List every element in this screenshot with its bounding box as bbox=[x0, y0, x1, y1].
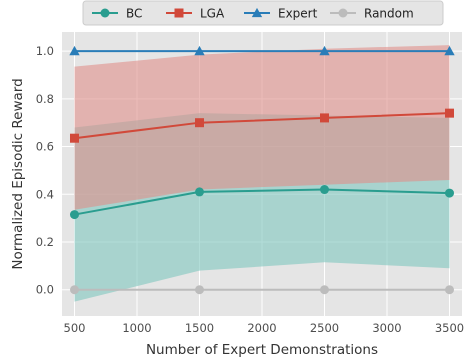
bc-point-0 bbox=[70, 210, 79, 220]
lga-point-2 bbox=[320, 113, 329, 123]
lga-point-0 bbox=[70, 133, 79, 143]
bc-line bbox=[74, 188, 450, 216]
legend: BC LGA Expert Random bbox=[82, 0, 444, 26]
confidence-bands bbox=[74, 45, 450, 302]
x-tick-label-5: 3000 bbox=[372, 321, 401, 335]
x-tick-label-1: 1000 bbox=[122, 321, 151, 335]
x-tick-label-4: 2500 bbox=[310, 321, 339, 335]
x-axis-label: Number of Expert Demonstrations bbox=[146, 342, 378, 358]
random-point-1 bbox=[195, 285, 204, 295]
y-tick-label-4: 0.8 bbox=[36, 92, 54, 106]
x-tick-label-6: 3500 bbox=[435, 321, 464, 335]
legend-bc-label: BC bbox=[126, 7, 142, 21]
expert-point-0 bbox=[69, 45, 80, 56]
series-lines bbox=[74, 50, 450, 291]
expert-point-3 bbox=[444, 45, 455, 56]
bc-point-2 bbox=[320, 185, 329, 195]
legend-random-label: Random bbox=[364, 7, 414, 21]
x-axis-ticks: 500 1000 1500 2000 2500 3000 3500 bbox=[64, 321, 465, 335]
y-tick-label-1: 0.2 bbox=[36, 235, 54, 249]
series-markers bbox=[69, 45, 455, 295]
x-tick-label-2: 1500 bbox=[185, 321, 214, 335]
y-tick-label-3: 0.6 bbox=[36, 140, 54, 154]
random-point-0 bbox=[70, 285, 79, 295]
bc-point-3 bbox=[445, 188, 454, 198]
legend-bc-marker bbox=[100, 8, 110, 18]
x-tick-label-3: 2000 bbox=[247, 321, 276, 335]
random-point-3 bbox=[445, 285, 454, 295]
expert-point-1 bbox=[194, 45, 205, 56]
expert-point-2 bbox=[319, 45, 330, 56]
legend-lga-label: LGA bbox=[200, 7, 225, 21]
x-tick-label-0: 500 bbox=[64, 321, 86, 335]
lga-confidence-band bbox=[74, 45, 450, 210]
random-point-2 bbox=[320, 285, 329, 295]
lga-point-1 bbox=[195, 118, 204, 128]
lga-line bbox=[74, 112, 450, 140]
y-axis-label: Normalized Episodic Reward bbox=[10, 78, 26, 269]
legend-expert-marker bbox=[251, 7, 263, 18]
y-tick-label-0: 0.0 bbox=[36, 283, 54, 297]
lga-point-3 bbox=[445, 108, 454, 118]
y-axis-ticks: 0.0 0.2 0.4 0.6 0.8 1.0 bbox=[36, 44, 54, 297]
legend-random-marker bbox=[338, 8, 348, 18]
y-tick-label-5: 1.0 bbox=[36, 44, 54, 58]
legend-expert-label: Expert bbox=[278, 7, 318, 21]
y-tick-label-2: 0.4 bbox=[36, 187, 54, 201]
legend-lga-marker bbox=[174, 8, 184, 18]
bc-point-1 bbox=[195, 187, 204, 197]
